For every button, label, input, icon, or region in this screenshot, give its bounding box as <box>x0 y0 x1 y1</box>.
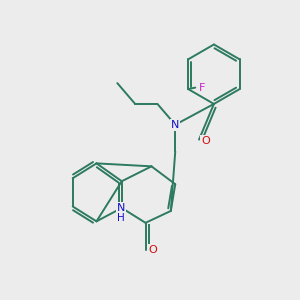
Text: O: O <box>201 136 210 146</box>
Text: O: O <box>148 244 157 255</box>
Text: N: N <box>117 203 125 213</box>
Text: H: H <box>117 213 125 224</box>
Text: N: N <box>171 120 179 130</box>
Text: F: F <box>199 82 205 93</box>
